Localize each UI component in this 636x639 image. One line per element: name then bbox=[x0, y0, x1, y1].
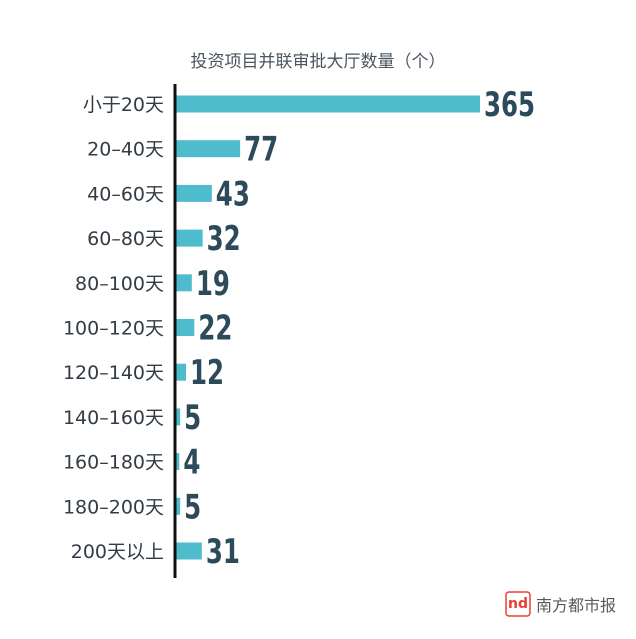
value-label: 5 bbox=[184, 398, 201, 437]
category-label: 180–200天 bbox=[63, 496, 164, 518]
bar bbox=[176, 542, 202, 560]
value-label: 12 bbox=[190, 353, 224, 392]
value-label: 31 bbox=[206, 532, 240, 571]
bars-layer: 小于20天 365 20–40天 77 40–60天 43 60–80天 32 80–100天 1… bbox=[63, 85, 535, 571]
category-label: 100–120天 bbox=[63, 318, 164, 340]
watermark: nd 南方都市报 bbox=[505, 591, 616, 617]
value-label: 5 bbox=[184, 487, 201, 526]
category-label: 20–40天 bbox=[87, 139, 164, 161]
category-label: 40–60天 bbox=[87, 183, 164, 205]
value-label: 22 bbox=[198, 309, 232, 348]
bar bbox=[176, 184, 212, 202]
bar bbox=[176, 274, 192, 292]
category-label: 140–160天 bbox=[63, 407, 164, 429]
category-label: 80–100天 bbox=[75, 273, 164, 295]
newspaper-logo-icon bbox=[505, 591, 531, 617]
bar bbox=[176, 363, 186, 381]
bar bbox=[176, 408, 181, 426]
category-label: 200天以上 bbox=[71, 541, 164, 563]
value-label: 19 bbox=[196, 264, 230, 303]
category-label: 小于20天 bbox=[83, 94, 164, 116]
watermark-text: 南方都市报 bbox=[536, 596, 616, 615]
bar bbox=[176, 95, 480, 113]
value-label: 32 bbox=[207, 219, 241, 258]
bar bbox=[176, 229, 203, 247]
category-label: 120–140天 bbox=[63, 362, 164, 384]
value-label: 77 bbox=[244, 130, 278, 169]
newspaper-logo-mark: nd bbox=[508, 596, 528, 612]
bar bbox=[176, 497, 181, 515]
bar bbox=[176, 319, 195, 336]
bar bbox=[176, 453, 180, 471]
category-label: 60–80天 bbox=[87, 228, 164, 250]
value-label: 4 bbox=[183, 443, 200, 482]
bar bbox=[176, 140, 241, 158]
category-label: 160–180天 bbox=[63, 452, 164, 474]
value-label: 365 bbox=[484, 85, 535, 124]
chart-title: 投资项目并联审批大厅数量（个） bbox=[191, 52, 446, 72]
value-label: 43 bbox=[216, 174, 250, 213]
